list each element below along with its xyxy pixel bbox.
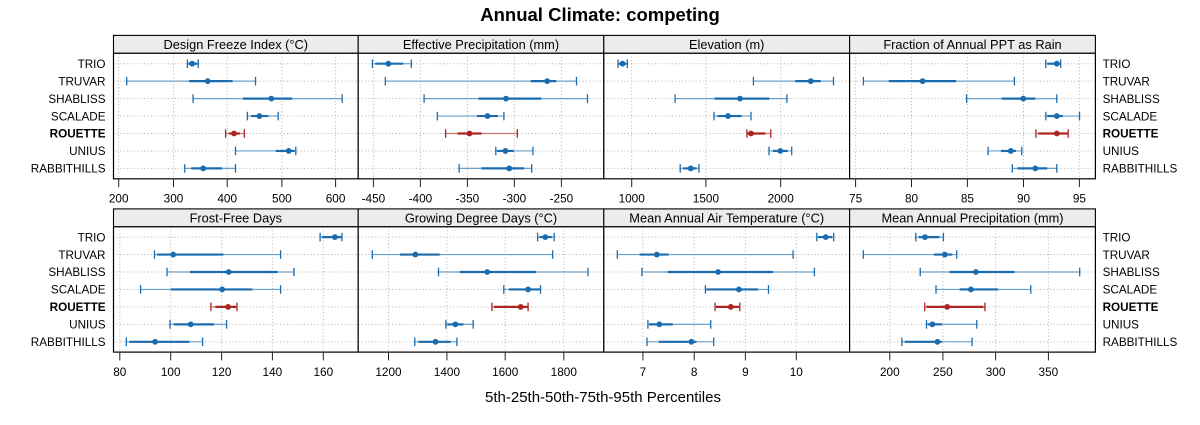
svg-text:-250: -250 — [550, 192, 574, 206]
svg-text:8: 8 — [691, 365, 698, 379]
svg-text:SCALADE: SCALADE — [51, 284, 106, 297]
svg-text:UNIUS: UNIUS — [69, 145, 106, 158]
svg-text:RABBITHILLS: RABBITHILLS — [31, 163, 106, 176]
svg-text:ROUETTE: ROUETTE — [50, 301, 106, 314]
svg-text:Annual Climate: competing: Annual Climate: competing — [480, 4, 720, 25]
svg-text:95: 95 — [1073, 192, 1087, 206]
svg-text:Mean Annual Air Temperature (°: Mean Annual Air Temperature (°C) — [629, 211, 824, 226]
svg-text:5th-25th-50th-75th-95th Percen: 5th-25th-50th-75th-95th Percentiles — [485, 389, 721, 406]
svg-text:TRIO: TRIO — [78, 58, 106, 71]
svg-text:1500: 1500 — [693, 192, 720, 206]
svg-text:1600: 1600 — [492, 365, 519, 379]
svg-text:140: 140 — [263, 365, 283, 379]
svg-text:300: 300 — [986, 365, 1006, 379]
svg-text:250: 250 — [933, 365, 953, 379]
svg-text:-400: -400 — [409, 192, 433, 206]
svg-text:TRUVAR: TRUVAR — [58, 75, 105, 88]
svg-text:160: 160 — [313, 365, 333, 379]
svg-text:-350: -350 — [456, 192, 480, 206]
svg-text:-300: -300 — [503, 192, 527, 206]
svg-text:RABBITHILLS: RABBITHILLS — [1103, 163, 1178, 176]
svg-text:85: 85 — [961, 192, 975, 206]
svg-text:SHABLISS: SHABLISS — [48, 93, 105, 106]
svg-text:10: 10 — [790, 365, 804, 379]
svg-text:9: 9 — [742, 365, 749, 379]
svg-text:SHABLISS: SHABLISS — [1103, 93, 1160, 106]
svg-text:500: 500 — [272, 192, 292, 206]
svg-text:7: 7 — [640, 365, 647, 379]
svg-text:SCALADE: SCALADE — [1103, 110, 1158, 123]
svg-text:TRIO: TRIO — [1103, 58, 1131, 71]
svg-text:-450: -450 — [362, 192, 386, 206]
svg-text:Frost-Free Days: Frost-Free Days — [190, 211, 282, 226]
svg-text:300: 300 — [164, 192, 184, 206]
svg-text:200: 200 — [109, 192, 129, 206]
svg-text:RABBITHILLS: RABBITHILLS — [1103, 336, 1178, 349]
svg-text:Elevation (m): Elevation (m) — [689, 37, 764, 52]
svg-text:Effective Precipitation (mm): Effective Precipitation (mm) — [403, 37, 559, 52]
svg-text:SHABLISS: SHABLISS — [1103, 266, 1160, 279]
svg-text:90: 90 — [1017, 192, 1031, 206]
svg-text:2000: 2000 — [768, 192, 795, 206]
svg-text:UNIUS: UNIUS — [1103, 319, 1140, 332]
svg-text:Mean Annual Precipitation (mm): Mean Annual Precipitation (mm) — [881, 211, 1063, 226]
svg-text:1000: 1000 — [619, 192, 646, 206]
svg-text:TRUVAR: TRUVAR — [1103, 249, 1150, 262]
svg-text:120: 120 — [212, 365, 232, 379]
svg-text:SCALADE: SCALADE — [1103, 284, 1158, 297]
svg-text:UNIUS: UNIUS — [69, 319, 106, 332]
svg-text:1400: 1400 — [434, 365, 461, 379]
svg-text:RABBITHILLS: RABBITHILLS — [31, 336, 106, 349]
svg-text:Fraction of Annual PPT as Rain: Fraction of Annual PPT as Rain — [883, 37, 1061, 52]
svg-text:80: 80 — [905, 192, 919, 206]
svg-text:TRUVAR: TRUVAR — [1103, 75, 1150, 88]
svg-text:Growing Degree Days (°C): Growing Degree Days (°C) — [405, 211, 557, 226]
svg-text:SCALADE: SCALADE — [51, 110, 106, 123]
svg-text:UNIUS: UNIUS — [1103, 145, 1140, 158]
svg-text:200: 200 — [880, 365, 900, 379]
svg-text:75: 75 — [849, 192, 863, 206]
svg-text:100: 100 — [161, 365, 181, 379]
svg-text:SHABLISS: SHABLISS — [48, 266, 105, 279]
svg-text:TRUVAR: TRUVAR — [58, 249, 105, 262]
svg-text:ROUETTE: ROUETTE — [50, 128, 106, 141]
svg-text:600: 600 — [326, 192, 346, 206]
svg-text:Design Freeze Index (°C): Design Freeze Index (°C) — [164, 37, 309, 52]
svg-text:80: 80 — [113, 365, 127, 379]
svg-text:TRIO: TRIO — [78, 231, 106, 244]
svg-text:ROUETTE: ROUETTE — [1103, 128, 1159, 141]
svg-text:1800: 1800 — [551, 365, 578, 379]
svg-text:400: 400 — [217, 192, 237, 206]
svg-text:TRIO: TRIO — [1103, 231, 1131, 244]
svg-text:1200: 1200 — [375, 365, 402, 379]
svg-text:350: 350 — [1039, 365, 1059, 379]
svg-text:ROUETTE: ROUETTE — [1103, 301, 1159, 314]
